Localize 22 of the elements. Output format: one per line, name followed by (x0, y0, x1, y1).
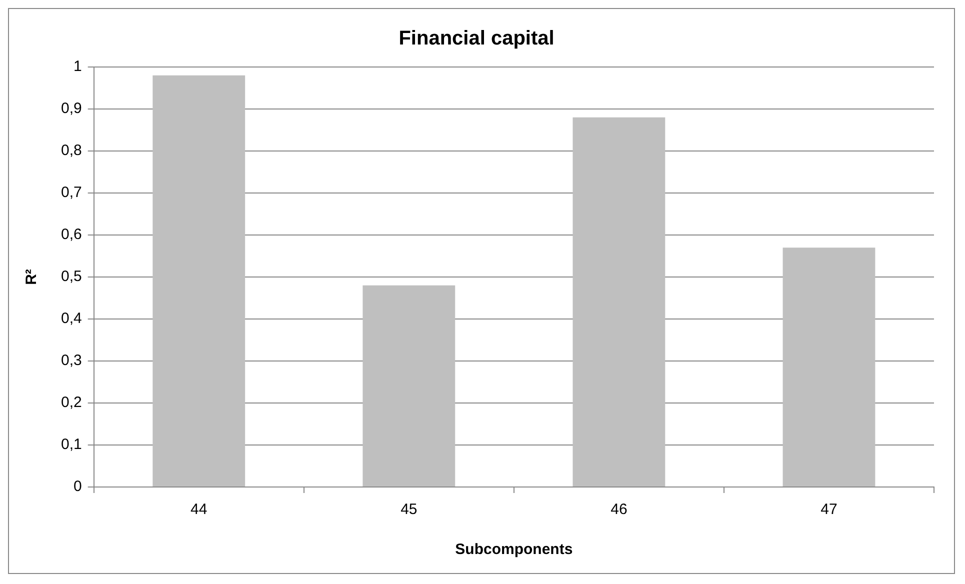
y-tick-label: 0,2 (60, 394, 82, 412)
y-tick-label: 0,9 (60, 100, 82, 118)
y-tick-label: 0,1 (60, 436, 82, 454)
bar (362, 285, 456, 486)
y-tick-label: 0 (74, 478, 82, 496)
y-tick-label: 0,4 (60, 310, 82, 328)
chart-title: Financial capital (398, 28, 554, 50)
x-axis-title: Subcomponents (455, 541, 573, 558)
bar (152, 75, 246, 486)
x-tick-label: 44 (190, 501, 208, 518)
x-tick-label: 45 (400, 501, 418, 518)
bar (572, 117, 666, 486)
x-tick-label: 46 (610, 501, 628, 518)
y-tick-label: 0,3 (60, 352, 82, 370)
y-tick-label: 0,6 (60, 226, 82, 244)
y-tick-label: 0,7 (60, 184, 82, 202)
y-tick-label: 0,5 (60, 268, 82, 286)
x-tick-label: 47 (820, 501, 838, 518)
y-tick-label: 0,8 (60, 142, 82, 160)
bar (782, 248, 876, 486)
y-axis-title: R² (23, 269, 40, 285)
y-tick-label: 1 (74, 58, 82, 76)
